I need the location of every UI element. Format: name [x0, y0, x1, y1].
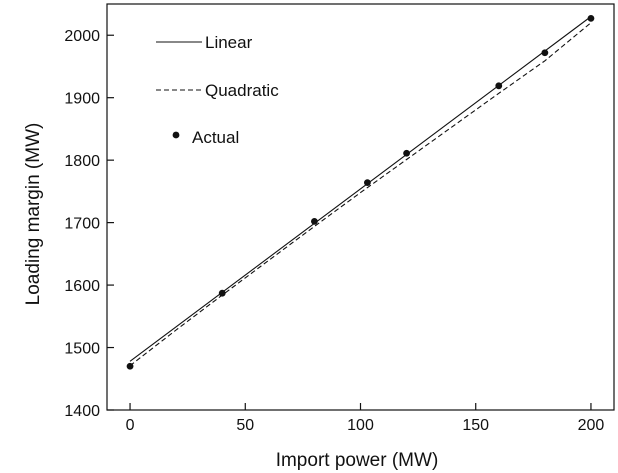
y-tick-label: 2000 [64, 28, 100, 45]
y-tick-label: 1400 [64, 403, 100, 420]
series-layer [126, 14, 595, 370]
legend-linear-label: Linear [205, 33, 253, 52]
legend-actual-label: Actual [192, 128, 239, 147]
legend-actual-symbol [172, 131, 180, 139]
actual-point [311, 217, 318, 225]
y-axis-ticks: 1400 1500 1600 1700 1800 1900 2000 [64, 28, 114, 420]
x-axis-ticks: 0 50 100 150 200 [126, 403, 605, 434]
y-tick-label: 1600 [64, 278, 100, 295]
legend: Linear Quadratic Actual [156, 33, 279, 147]
x-axis-label: Import power (MW) [276, 450, 439, 471]
y-tick-label: 1900 [64, 91, 100, 108]
x-tick-label: 200 [578, 417, 605, 434]
x-tick-label: 100 [347, 417, 374, 434]
x-tick-label: 50 [236, 417, 254, 434]
x-tick-label: 150 [462, 417, 489, 434]
actual-point [495, 82, 503, 90]
y-tick-label: 1500 [64, 341, 100, 358]
x-tick-label: 0 [126, 417, 135, 434]
actual-point [541, 49, 549, 57]
plot-frame [106, 3, 615, 411]
y-axis-label: Loading margin (MW) [23, 123, 44, 306]
legend-quadratic-label: Quadratic [205, 81, 279, 100]
y-tick-label: 1800 [64, 153, 100, 170]
linear-line [129, 16, 592, 362]
actual-point [218, 289, 226, 297]
actual-point [126, 362, 134, 370]
actual-point [587, 14, 595, 22]
y-tick-label: 1700 [64, 216, 100, 233]
quadratic-line [129, 22, 592, 367]
actual-point [364, 179, 371, 187]
actual-point [403, 149, 410, 157]
